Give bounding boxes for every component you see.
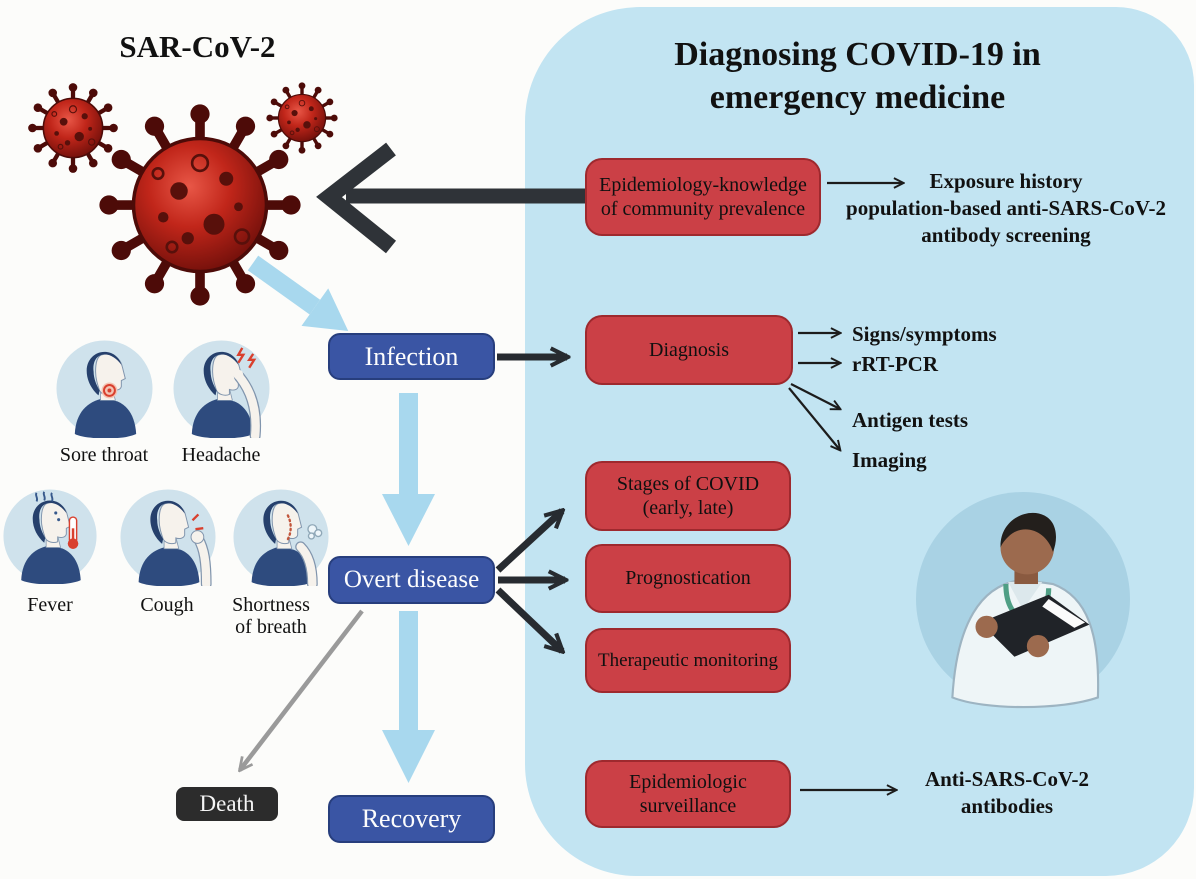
stages-box-line2: (early, late) — [642, 497, 734, 519]
signs-symptoms-label: Signs/symptoms — [852, 322, 997, 346]
epidemiologic-surveillance-box: Epidemiologic surveillance — [585, 760, 791, 828]
shortness-of-breath-icon — [232, 488, 330, 586]
panel-title-line2: emergency medicine — [709, 78, 1006, 116]
arrow-overt-to-recovery — [382, 611, 435, 783]
diagnosis-box: Diagnosis — [585, 315, 793, 385]
arrow-diagnosis-to-imaging — [788, 387, 840, 450]
fever-label: Fever — [27, 594, 73, 616]
epidemiology-box-line2: of community prevalence — [600, 198, 806, 220]
antibodies-label-line1: Anti-SARS-CoV-2 — [924, 767, 1090, 791]
anti-sars-antibodies-label: Anti-SARS-CoV-2 antibodies — [903, 766, 1111, 820]
stages-box-line1: Stages of COVID — [616, 472, 760, 495]
thick-black-arrows — [495, 357, 567, 651]
exposure-history-label: Exposure history population-based anti-S… — [828, 168, 1184, 249]
fever-icon — [2, 488, 98, 584]
therapeutic-monitoring-box: Therapeutic monitoring — [585, 628, 791, 693]
rrt-pcr-label: rRT-PCR — [852, 352, 938, 376]
virus-section-title: SAR-CoV-2 — [119, 29, 276, 64]
shortness-of-breath-label: Shortness of breath — [211, 594, 331, 639]
headache-label: Headache — [181, 444, 261, 466]
arrow-virus-to-infection — [247, 255, 349, 331]
stages-of-covid-box: Stages of COVID (early, late) — [585, 461, 791, 531]
cough-label: Cough — [140, 594, 194, 616]
sore-throat-label: Sore throat — [59, 444, 149, 466]
surveillance-box-line1: Epidemiologic — [629, 770, 747, 793]
exposure-label-line2: population-based anti-SARS-CoV-2 — [846, 195, 1166, 220]
antigen-tests-label: Antigen tests — [852, 408, 969, 432]
diagnosis-panel-background — [525, 7, 1194, 876]
death-box: Death — [176, 787, 278, 821]
flow-arrows-blue — [247, 255, 435, 783]
infection-box: Infection — [328, 333, 495, 380]
headache-icon — [172, 339, 271, 438]
arrow-infection-to-overt — [382, 393, 435, 546]
imaging-label: Imaging — [852, 448, 927, 472]
exposure-label-line3: antibody screening — [921, 222, 1091, 247]
sore-throat-icon — [55, 339, 154, 438]
virus-illustration-small-right — [264, 80, 340, 156]
virus-illustration-small-left — [28, 83, 118, 173]
arrow-epidemiology-to-virus — [316, 142, 589, 254]
shortness-label-line1: Shortness — [232, 594, 310, 616]
epidemiology-box-line1: Epidemiology-knowledge — [599, 173, 807, 196]
panel-title-line1: Diagnosing COVID-19 in — [674, 36, 1041, 73]
doctor-illustration — [916, 492, 1130, 709]
overt-disease-box: Overt disease — [328, 556, 495, 604]
recovery-box: Recovery — [328, 795, 495, 843]
arrow-diagnosis-to-antigen — [790, 383, 840, 409]
epidemiology-box: Epidemiology-knowledge of community prev… — [585, 158, 821, 236]
antibodies-label-line2: antibodies — [960, 793, 1054, 818]
arrow-overt-to-stages — [495, 511, 562, 573]
cough-icon — [119, 488, 217, 586]
prognostication-box: Prognostication — [585, 544, 791, 613]
arrow-overt-to-death — [240, 609, 364, 770]
thin-black-arrows — [788, 183, 903, 790]
surveillance-box-line2: surveillance — [639, 795, 737, 817]
shortness-label-line2: of breath — [235, 616, 307, 639]
exposure-label-line1: Exposure history — [929, 169, 1083, 193]
arrow-overt-to-therapeutic — [495, 587, 562, 651]
panel-title: Diagnosing COVID-19 in emergency medicin… — [585, 34, 1130, 119]
